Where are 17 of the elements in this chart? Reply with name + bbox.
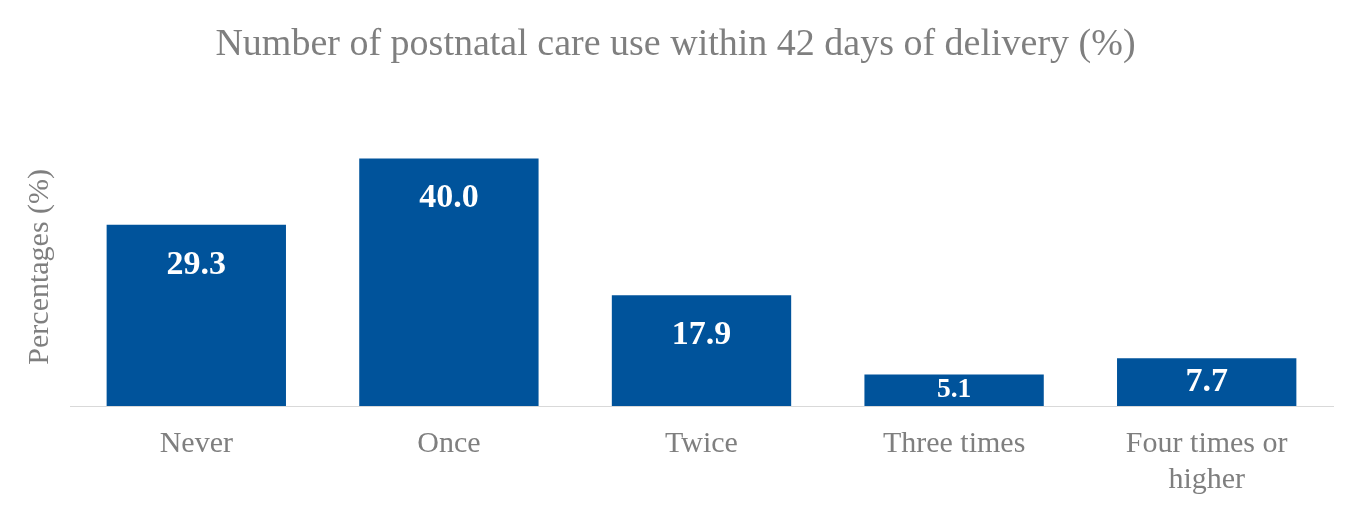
x-tick-label: Twice: [665, 424, 738, 458]
y-axis-title: Percentages (%): [20, 168, 55, 365]
x-tick-label: Never: [159, 424, 233, 458]
bar: [106, 224, 286, 406]
data-label: 29.3: [166, 243, 227, 281]
data-label: 7.7: [1185, 360, 1228, 398]
x-tick-label: Four times or higher: [1125, 424, 1288, 494]
bar: [611, 295, 792, 406]
x-tick-label: Once: [417, 424, 481, 458]
data-label: 40.0: [419, 177, 479, 215]
data-label: 17.9: [671, 314, 732, 352]
data-label: 5.1: [936, 372, 972, 404]
bar: [1117, 358, 1297, 406]
x-tick-label: Three times: [882, 424, 1026, 458]
bar: [359, 158, 539, 406]
bar: [864, 374, 1044, 406]
chart-title: Number of postnatal care use within 42 days of delivery (%): [215, 20, 1136, 64]
